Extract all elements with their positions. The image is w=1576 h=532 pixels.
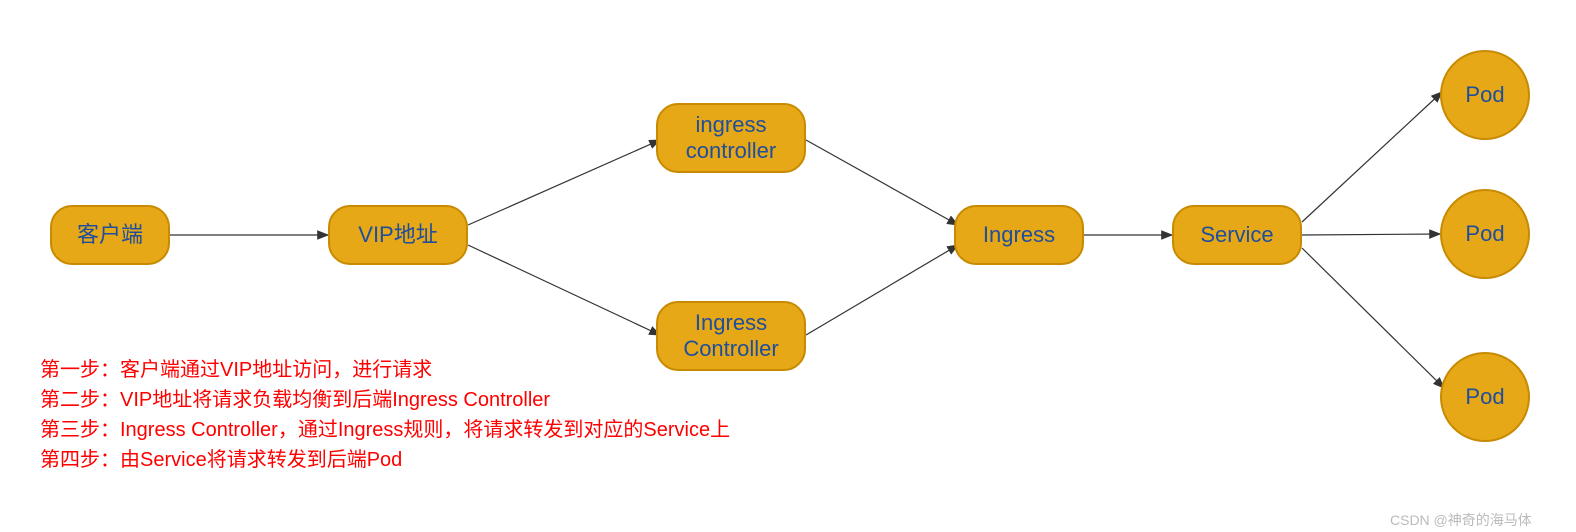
watermark: CSDN @神奇的海马体: [1390, 510, 1532, 530]
node-pod1: Pod: [1440, 50, 1530, 140]
edge-vip-ic1: [468, 140, 660, 225]
edge-ic2-ingress: [806, 245, 958, 335]
edge-service-pod1: [1302, 92, 1442, 222]
edge-service-pod2: [1302, 234, 1440, 235]
node-client: 客户端: [50, 205, 170, 265]
step-line-3: 第三步：Ingress Controller，通过Ingress规则，将请求转发…: [40, 415, 730, 445]
edge-service-pod3: [1302, 248, 1444, 388]
node-pod3: Pod: [1440, 352, 1530, 442]
step-line-2: 第二步：VIP地址将请求负载均衡到后端Ingress Controller: [40, 385, 730, 415]
node-pod2: Pod: [1440, 189, 1530, 279]
node-ingress: Ingress: [954, 205, 1084, 265]
node-ic1: ingress controller: [656, 103, 806, 173]
step-line-1: 第一步：客户端通过VIP地址访问，进行请求: [40, 355, 730, 385]
node-vip: VIP地址: [328, 205, 468, 265]
edge-vip-ic2: [468, 245, 660, 335]
step-line-4: 第四步：由Service将请求转发到后端Pod: [40, 445, 730, 475]
edge-ic1-ingress: [806, 140, 958, 225]
steps-text: 第一步：客户端通过VIP地址访问，进行请求第二步：VIP地址将请求负载均衡到后端…: [40, 355, 730, 475]
node-service: Service: [1172, 205, 1302, 265]
